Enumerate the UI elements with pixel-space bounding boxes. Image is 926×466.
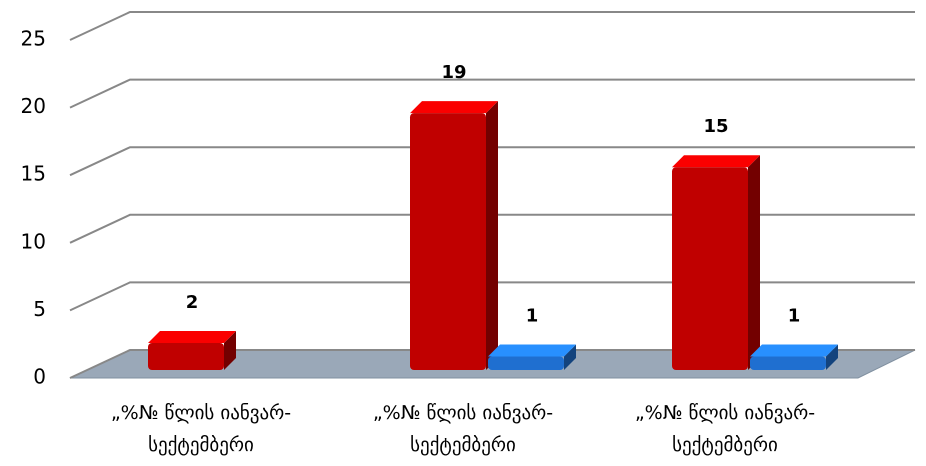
x-tick-label: „%№ წლის იანვარ-სექტემბერი bbox=[373, 402, 553, 456]
bar-side bbox=[486, 101, 498, 371]
x-tick-label-line: „%№ წლის იანვარ- bbox=[635, 402, 815, 424]
bar-side bbox=[564, 344, 576, 370]
bar bbox=[488, 356, 564, 370]
bar-side bbox=[748, 155, 760, 370]
y-tick-label: 20 bbox=[21, 94, 46, 118]
y-tick-label: 10 bbox=[21, 229, 46, 253]
grid-line bbox=[69, 11, 915, 41]
x-tick-label-line: სექტემბერი bbox=[148, 434, 254, 456]
bar bbox=[148, 342, 224, 370]
grid-line bbox=[69, 78, 915, 109]
value-label: 1 bbox=[526, 305, 539, 326]
bar bbox=[410, 113, 486, 371]
value-label: 15 bbox=[703, 116, 728, 137]
x-tick-label-line: „%№ წლის იანვარ- bbox=[373, 402, 553, 424]
bar-side bbox=[224, 330, 236, 370]
grid-line bbox=[69, 349, 915, 379]
grid-line bbox=[69, 146, 915, 177]
bar bbox=[672, 167, 748, 370]
x-tick-label: „%№ წლის იანვარ-სექტემბერი bbox=[111, 402, 291, 456]
value-label: 19 bbox=[441, 62, 466, 83]
bar-top bbox=[410, 101, 498, 114]
y-tick-label: 15 bbox=[21, 162, 46, 186]
bar bbox=[750, 356, 826, 370]
value-label: 1 bbox=[788, 305, 801, 326]
x-tick-label-line: „%№ წლის იანვარ- bbox=[111, 402, 291, 424]
grid-line bbox=[69, 213, 915, 244]
y-tick-label: 0 bbox=[33, 365, 46, 389]
y-tick-label: 25 bbox=[21, 27, 46, 51]
y-tick-label: 5 bbox=[33, 297, 46, 321]
bar-top bbox=[672, 155, 760, 168]
grid-line bbox=[69, 281, 915, 312]
x-tick-label: „%№ წლის იანვარ-სექტემბერი bbox=[635, 402, 815, 456]
bar-top bbox=[750, 344, 838, 357]
value-label: 2 bbox=[186, 292, 199, 313]
bar-top bbox=[488, 344, 576, 357]
x-tick-label-line: სექტემბერი bbox=[410, 434, 516, 456]
bar-top bbox=[148, 330, 236, 343]
bar-side bbox=[826, 344, 838, 370]
x-tick-label-line: სექტემბერი bbox=[672, 434, 778, 456]
